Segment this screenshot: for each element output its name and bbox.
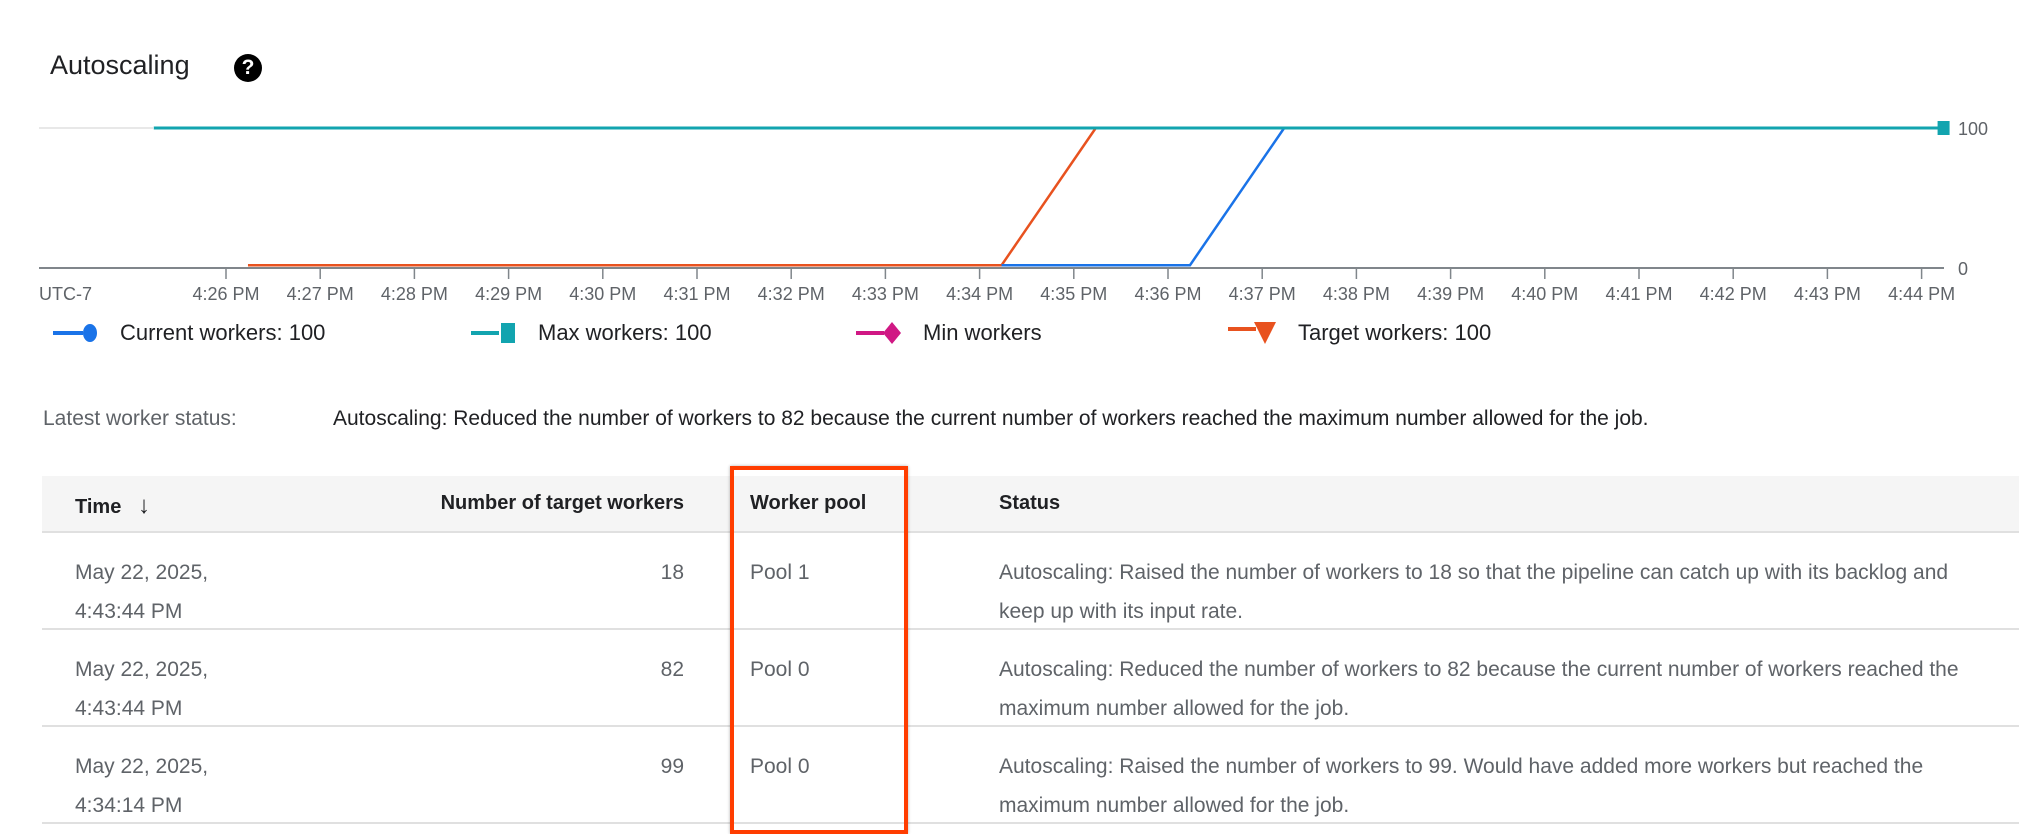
x-tick-label: 4:38 PM [1323, 284, 1390, 300]
x-tick-label: 4:34 PM [946, 284, 1013, 300]
diamond-marker-icon [856, 322, 901, 344]
circle-marker-icon [53, 324, 97, 342]
x-tick-label: 4:30 PM [569, 284, 636, 300]
legend-label: Current workers: 100 [120, 320, 326, 345]
cell-time: May 22, 2025, 4:43:44 PM [75, 561, 209, 623]
series-line-target-workers [247, 127, 1097, 267]
y-tick-label: 100 [1958, 119, 1988, 139]
legend-label: Target workers: 100 [1298, 320, 1492, 345]
latest-status-label: Latest worker status: [43, 407, 237, 430]
x-tick-label: 4:33 PM [852, 284, 919, 300]
cell-status: Autoscaling: Reduced the number of worke… [999, 658, 1959, 720]
autoscaling-events-table: Time ↓ Number of target workers Worker p… [42, 476, 2019, 824]
x-tick-label: 4:40 PM [1511, 284, 1578, 300]
x-tick-label: 4:35 PM [1040, 284, 1107, 300]
table-row: May 22, 2025, 4:43:44 PM 82 Pool 0 Autosc… [42, 630, 2019, 727]
help-circle-icon[interactable]: ? [234, 54, 262, 82]
x-tick-label: 4:29 PM [475, 284, 542, 300]
x-tick-label: 4:44 PM [1888, 284, 1955, 300]
cell-target-workers: 99 [660, 755, 684, 778]
cell-time: May 22, 2025, 4:43:44 PM [75, 658, 209, 720]
x-tick-label: 4:36 PM [1134, 284, 1201, 300]
legend-min-workers[interactable]: Min workers [856, 318, 1042, 348]
legend-current-workers[interactable]: Current workers: 100 [53, 318, 325, 348]
column-header-time[interactable]: Time ↓ [75, 492, 150, 519]
column-header-pool[interactable]: Worker pool [750, 492, 867, 514]
legend-label: Max workers: 100 [538, 320, 712, 345]
cell-target-workers: 18 [660, 561, 684, 584]
cell-worker-pool: Pool 1 [750, 561, 810, 584]
column-header-target[interactable]: Number of target workers [440, 492, 684, 514]
latest-status-value: Autoscaling: Reduced the number of worke… [333, 407, 1649, 430]
x-tick-label: 4:27 PM [287, 284, 354, 300]
x-tick-label: 4:32 PM [758, 284, 825, 300]
x-tick-label: 4:31 PM [663, 284, 730, 300]
table-row: May 22, 2025, 4:34:14 PM 99 Pool 0 Autosc… [42, 727, 2019, 824]
cell-worker-pool: Pool 0 [750, 755, 810, 778]
arrow-down-icon[interactable]: ↓ [138, 492, 150, 519]
highlight-box [730, 466, 908, 834]
page-title: Autoscaling [50, 50, 190, 80]
column-header-status[interactable]: Status [999, 492, 1061, 514]
legend-target-workers[interactable]: Target workers: 100 [1228, 318, 1491, 348]
x-tick-label: 4:39 PM [1417, 284, 1484, 300]
legend-max-workers[interactable]: Max workers: 100 [471, 318, 712, 348]
autoscaling-chart: 4:26 PM 4:27 PM 4:28 PM 4:29 PM 4:30 PM 4:31 … [39, 119, 1988, 300]
cell-time: May 22, 2025, 4:34:14 PM [75, 755, 209, 817]
x-tick-label: 4:28 PM [381, 284, 448, 300]
square-marker-icon [471, 323, 515, 343]
timezone-label: UTC-7 [39, 284, 92, 300]
x-tick-label: 4:42 PM [1700, 284, 1767, 300]
x-tick-label: 4:26 PM [192, 284, 259, 300]
table-header: Time ↓ Number of target workers Worker p… [42, 476, 2019, 533]
table-row: May 22, 2025, 4:43:44 PM 18 Pool 1 Autosc… [42, 533, 2019, 630]
y-tick-label: 0 [1958, 259, 1968, 279]
series-line-current-workers [1001, 127, 1286, 267]
cell-worker-pool: Pool 0 [750, 658, 810, 681]
triangle-down-marker-icon [1228, 322, 1276, 344]
max-workers-end-marker [1937, 121, 1950, 135]
cell-status: Autoscaling: Raised the number of worker… [999, 755, 1924, 817]
cell-target-workers: 82 [660, 658, 684, 681]
x-tick-label: 4:37 PM [1229, 284, 1296, 300]
cell-status: Autoscaling: Raised the number of worker… [999, 561, 1949, 623]
legend-label: Min workers [923, 320, 1042, 345]
x-tick-label: 4:41 PM [1605, 284, 1672, 300]
x-tick-label: 4:43 PM [1794, 284, 1861, 300]
